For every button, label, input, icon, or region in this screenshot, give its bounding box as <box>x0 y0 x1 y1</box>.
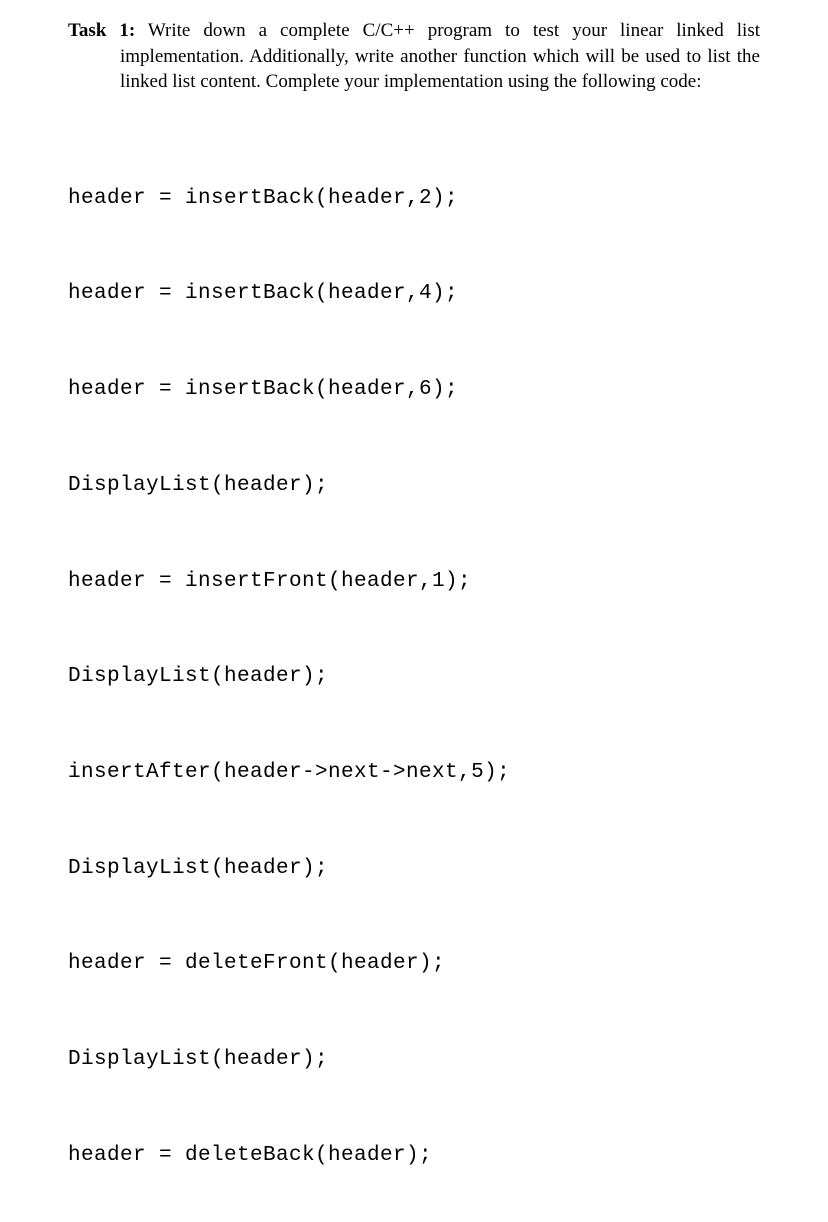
code-line: header = insertFront(header,1); <box>68 566 760 598</box>
code-line: header = deleteFront(header); <box>68 948 760 980</box>
code-line: DisplayList(header); <box>68 1044 760 1076</box>
code-line: header = insertBack(header,4); <box>68 278 760 310</box>
task-paragraph: Task 1: Write down a complete C/C++ prog… <box>68 18 760 95</box>
code-line: header = deleteBack(header); <box>68 1140 760 1172</box>
task-label: Task 1: <box>68 20 135 41</box>
code-line: DisplayList(header); <box>68 661 760 693</box>
code-line: insertAfter(header->next->next,5); <box>68 757 760 789</box>
task-block: Task 1: Write down a complete C/C++ prog… <box>68 18 760 95</box>
code-block: header = insertBack(header,2); header = … <box>68 119 760 1222</box>
code-line: header = insertBack(header,6); <box>68 374 760 406</box>
code-line: header = insertBack(header,2); <box>68 183 760 215</box>
task-description: Write down a complete C/C++ program to t… <box>120 20 760 92</box>
code-line: DisplayList(header); <box>68 470 760 502</box>
code-line: DisplayList(header); <box>68 853 760 885</box>
